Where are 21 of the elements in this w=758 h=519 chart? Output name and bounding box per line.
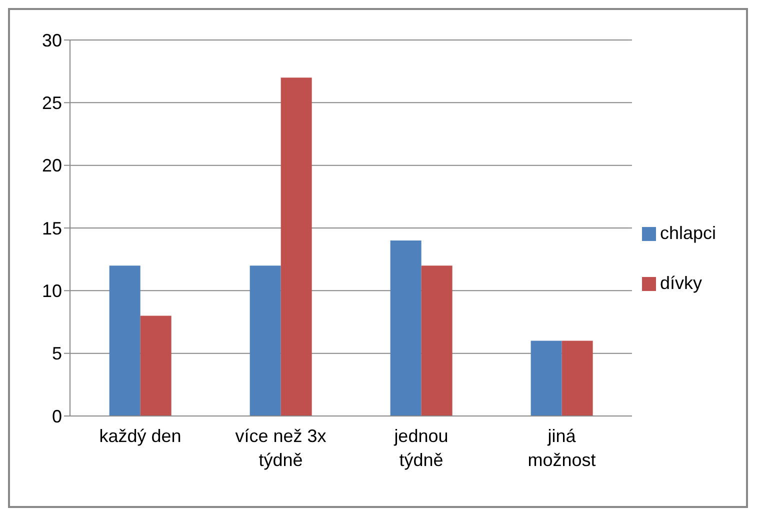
x-tick-label: každý den [99, 426, 182, 446]
y-tick-label: 20 [42, 156, 62, 176]
x-tick-label: jednou týdně [393, 426, 448, 470]
y-tick-label: 15 [42, 218, 62, 238]
bar [421, 266, 452, 416]
legend-label: dívky [660, 273, 702, 293]
y-tick-label: 5 [52, 344, 62, 364]
y-tick-label: 30 [42, 30, 62, 50]
bar [250, 266, 281, 416]
y-tick-label: 10 [42, 281, 62, 302]
y-tick-label: 25 [42, 93, 62, 114]
bar [530, 340, 562, 416]
bar [280, 78, 312, 416]
legend-label: chlapci [660, 223, 716, 243]
x-tick-label: jiná možnost [528, 426, 596, 470]
bar [109, 266, 140, 416]
bar [140, 316, 172, 416]
bar [390, 240, 422, 416]
x-tick-label: více než 3x týdně [235, 426, 326, 470]
y-tick-label: 0 [52, 406, 62, 426]
bar [562, 340, 593, 416]
